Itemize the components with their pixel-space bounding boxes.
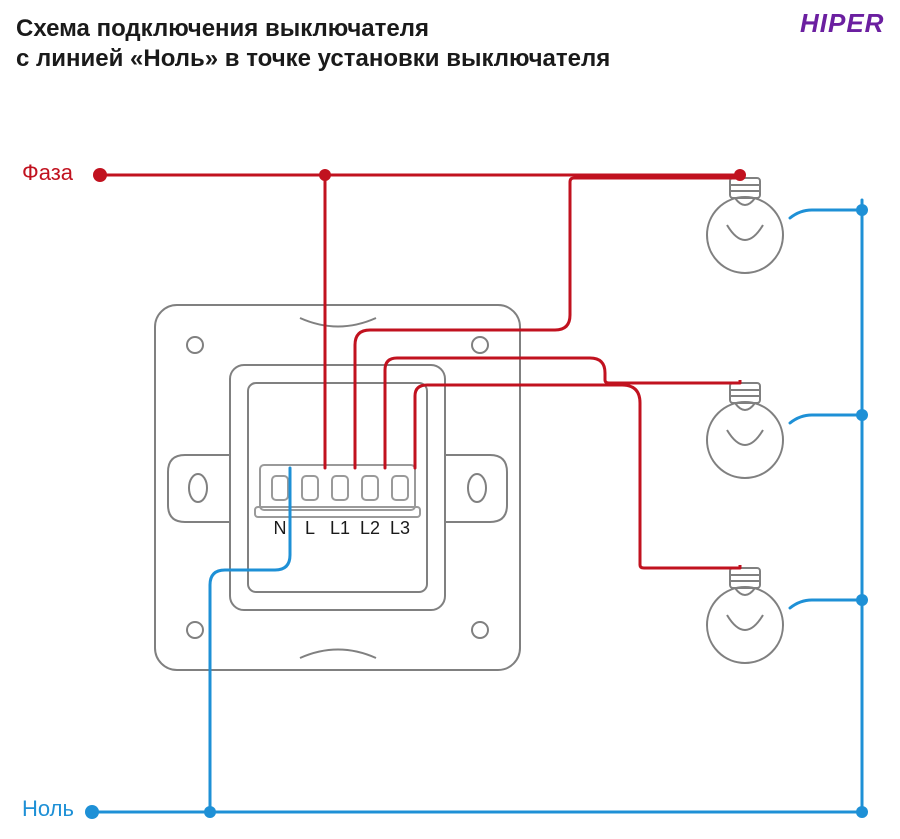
switch-body-inner <box>248 383 427 592</box>
wire-bulb1-out <box>790 210 862 218</box>
clip-left-icon <box>168 455 230 522</box>
screw-hole-icon <box>472 337 488 353</box>
terminal-label-N: N <box>274 518 287 538</box>
bottom-slot <box>300 650 376 659</box>
terminal-label-L1: L1 <box>330 518 350 538</box>
bulb-3 <box>707 568 783 663</box>
terminal-slot <box>392 476 408 500</box>
wire-bulb2-out <box>790 415 862 423</box>
bulb-1 <box>707 178 783 273</box>
terminal-label-L2: L2 <box>360 518 380 538</box>
terminal-slot <box>272 476 288 500</box>
wire-L3 <box>415 385 740 568</box>
wire-L2 <box>385 358 740 468</box>
clip-hole-icon <box>189 474 207 502</box>
top-slot <box>300 318 376 327</box>
wire-neutral-bus <box>92 200 862 812</box>
terminal-block-lip <box>255 507 420 517</box>
neutral-junctions <box>85 204 868 819</box>
diagram-svg: N L L1 L2 L3 <box>0 0 900 839</box>
wire-L1 <box>355 178 740 468</box>
terminal-slot <box>332 476 348 500</box>
terminal-slot <box>302 476 318 500</box>
screw-hole-icon <box>187 337 203 353</box>
terminal-label-L3: L3 <box>390 518 410 538</box>
switch-body <box>230 365 445 610</box>
bulb-2 <box>707 383 783 478</box>
neutral-wires <box>92 200 862 812</box>
wire-bulb3-out <box>790 600 862 608</box>
screw-hole-icon <box>472 622 488 638</box>
clip-hole-icon <box>468 474 486 502</box>
terminal-label-L: L <box>305 518 315 538</box>
screw-hole-icon <box>187 622 203 638</box>
clip-right-icon <box>445 455 507 522</box>
terminal-slot <box>362 476 378 500</box>
wiring-diagram: { "title": "Схема подключения выключател… <box>0 0 900 839</box>
